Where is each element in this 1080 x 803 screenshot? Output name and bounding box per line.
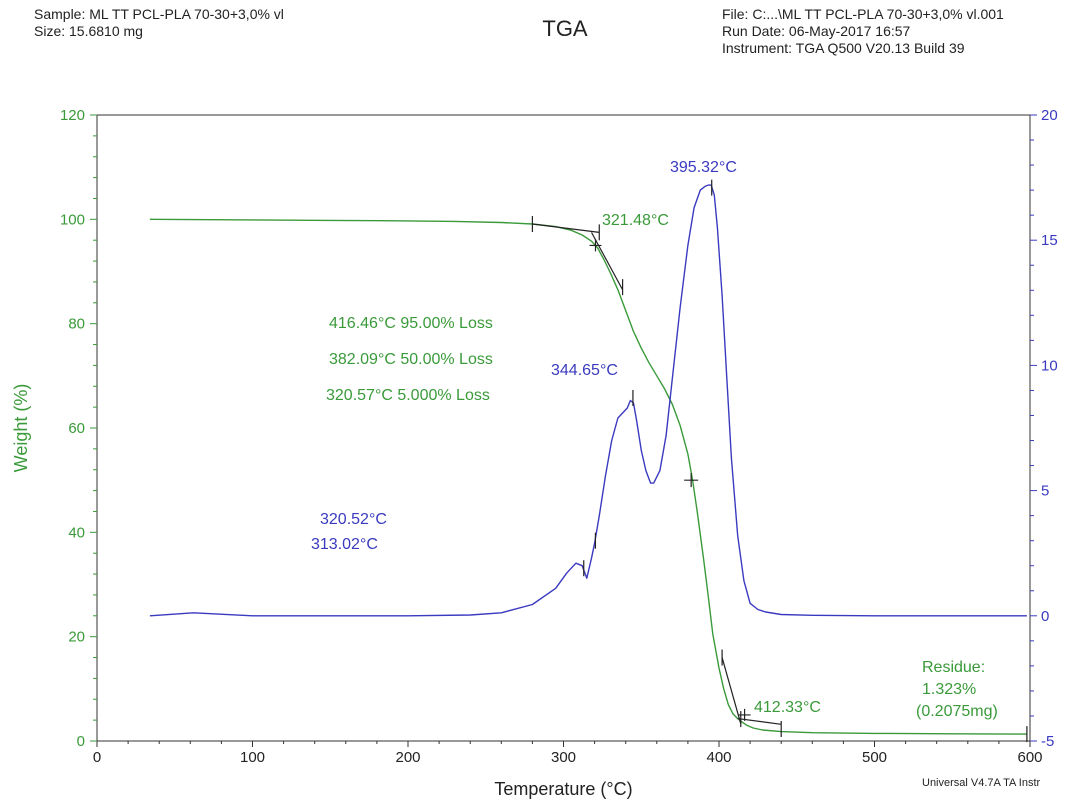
x-axis-label: Temperature (°C): [494, 779, 632, 799]
onset-tangent-2: [721, 657, 742, 724]
x-tick-label: 600: [1017, 749, 1042, 766]
y2-tick-label: 15: [1041, 232, 1058, 249]
onset-baseline: [532, 223, 600, 233]
weight-annotation: 412.33°C: [754, 699, 821, 716]
plot-frame: [96, 114, 1031, 742]
weight-curve: [149, 218, 1027, 735]
x-tick-label: 100: [240, 749, 265, 766]
file-label: File: C:...\ML TT PCL-PLA 70-30+3,0% vl.…: [722, 6, 1004, 22]
weight-annotation: 320.57°C 5.000% Loss: [326, 387, 490, 404]
loss-50pct-marker: [684, 473, 699, 488]
software-version: Universal V4.7A TA Instr: [922, 777, 1041, 789]
y-tick-label: 100: [60, 211, 85, 228]
y-tick-label: 20: [68, 629, 85, 646]
y-tick-label: 0: [77, 733, 85, 750]
x-tick-label: 500: [862, 749, 887, 766]
y-axis-label: Weight (%): [11, 384, 31, 473]
loss-5pct-marker: [589, 239, 602, 252]
size-label: Size: 15.6810 mg: [34, 23, 143, 39]
y-tick-label: 80: [68, 316, 85, 333]
x-tick-label: 200: [395, 749, 420, 766]
loss-95pct-marker: [738, 708, 751, 721]
y2-tick-label: 10: [1041, 357, 1058, 374]
y-tick-label: 60: [68, 420, 85, 437]
y2-tick-label: 0: [1041, 608, 1049, 625]
instrument-label: Instrument: TGA Q500 V20.13 Build 39: [722, 40, 965, 56]
y2-tick-label: 20: [1041, 107, 1058, 124]
derivative-annotation: 313.02°C: [311, 536, 378, 553]
weight-annotation: 321.48°C: [602, 212, 669, 229]
y-tick-label: 40: [68, 524, 85, 541]
file-info: File: C:...\ML TT PCL-PLA 70-30+3,0% vl.…: [722, 6, 1004, 57]
x-tick-label: 0: [93, 749, 101, 766]
derivative-curve: [149, 184, 1027, 617]
sample-info: Sample: ML TT PCL-PLA 70-30+3,0% vl Size…: [34, 6, 284, 40]
x-tick-label: 300: [551, 749, 576, 766]
derivative-annotation: 344.65°C: [551, 362, 618, 379]
derivative-annotation: 320.52°C: [320, 511, 387, 528]
y-tick-label: 120: [60, 107, 85, 124]
y2-tick-label: 5: [1041, 483, 1049, 500]
run-date-label: Run Date: 06-May-2017 16:57: [722, 23, 911, 39]
weight-annotation: Residue:: [922, 659, 985, 676]
weight-annotation: (0.2075mg): [916, 703, 998, 720]
onset-tangent-1: [590, 232, 624, 291]
weight-annotation: 416.46°C 95.00% Loss: [329, 315, 493, 332]
weight-annotation: 1.323%: [922, 681, 976, 698]
x-tick-label: 400: [706, 749, 731, 766]
y2-tick-label: -5: [1041, 733, 1054, 750]
derivative-annotation: 395.32°C: [670, 159, 737, 176]
weight-annotation: 382.09°C 50.00% Loss: [329, 351, 493, 368]
chart-title: TGA: [542, 16, 588, 41]
sample-label: Sample: ML TT PCL-PLA 70-30+3,0% vl: [34, 6, 284, 22]
